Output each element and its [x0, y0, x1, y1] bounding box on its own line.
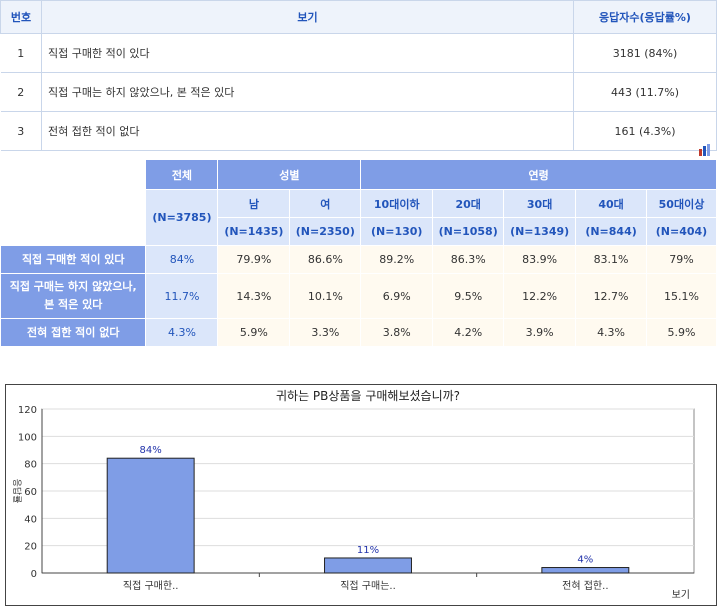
gender-header: 성별	[217, 159, 362, 190]
table-row: 2 직접 구매는 하지 않았으나, 본 적은 있다 443 (11.7%)	[0, 72, 717, 112]
col-label: 50대이상	[646, 189, 717, 218]
row-label: 직접 구매한 적이 있다	[0, 245, 147, 274]
cell: 4.2%	[432, 318, 505, 347]
row-label: 전혀 접한 적이 없다	[0, 318, 147, 347]
x-tick-label: 직접 구매는..	[340, 580, 396, 592]
y-tick-label: 40	[24, 514, 37, 525]
y-tick-label: 0	[31, 569, 37, 580]
header-num: 번호	[0, 0, 42, 34]
row-num: 3	[0, 111, 42, 151]
row-responses: 3181 (84%)	[573, 33, 717, 73]
cell: 5.9%	[646, 318, 717, 347]
chart-title: 귀하는 PB상품을 구매해보셨습니까?	[276, 389, 460, 403]
row-label: 직접 구매는 하지 않았으나, 본 적은 있다	[41, 72, 574, 112]
bar-chart-icon[interactable]	[698, 144, 712, 156]
cell: 15.1%	[646, 273, 717, 319]
cell: 3.8%	[360, 318, 434, 347]
col-n: (N=2350)	[289, 217, 362, 246]
y-tick-label: 80	[24, 460, 37, 471]
col-n: (N=1435)	[217, 217, 291, 246]
bar	[324, 557, 412, 574]
col-n: (N=130)	[360, 217, 434, 246]
y-tick-label: 20	[24, 542, 37, 553]
y-tick-label: 100	[18, 432, 37, 443]
table-row: 3 전혀 접한 적이 없다 161 (4.3%)	[0, 111, 717, 151]
col-n: (N=844)	[575, 217, 647, 246]
col-label: 30대	[503, 189, 577, 218]
x-tick-label: 전혀 접한..	[562, 580, 608, 592]
row-label: 전혀 접한 적이 없다	[41, 111, 574, 151]
data-label: 11%	[357, 545, 379, 556]
row-label: 직접 구매는 하지 않았으나, 본 적은 있다	[0, 273, 147, 319]
col-label: 40대	[575, 189, 647, 218]
col-label: 20대	[432, 189, 505, 218]
row-responses: 443 (11.7%)	[573, 72, 717, 112]
row-num: 2	[0, 72, 42, 112]
data-label: 84%	[140, 445, 162, 456]
y-tick-label: 60	[24, 487, 37, 498]
y-tick-label: 120	[18, 405, 37, 416]
table-row: 직접 구매한 적이 있다 84% 79.9% 86.6% 89.2% 86.3%…	[0, 245, 717, 274]
row-total: 4.3%	[145, 318, 219, 347]
cell: 6.9%	[360, 273, 434, 319]
cell: 12.7%	[575, 273, 647, 319]
question-table-header: 번호 보기 응답자수(응답률%)	[0, 0, 717, 34]
cell: 3.3%	[289, 318, 362, 347]
table-row: 1 직접 구매한 적이 있다 3181 (84%)	[0, 33, 717, 73]
cell: 12.2%	[503, 273, 577, 319]
cell: 5.9%	[217, 318, 291, 347]
total-header: 전체	[145, 159, 219, 190]
cell: 9.5%	[432, 273, 505, 319]
x-tick-label: 직접 구매한..	[123, 580, 179, 592]
col-n: (N=1349)	[503, 217, 577, 246]
row-label: 직접 구매한 적이 있다	[41, 33, 574, 73]
empty-corner	[0, 159, 147, 190]
cross-table: 전체 성별 연령 (N=3785) 남 여 10대이하 20대 30대 40대 …	[0, 159, 717, 347]
age-header: 연령	[360, 159, 717, 190]
total-n: (N=3785)	[145, 189, 219, 246]
header-item: 보기	[41, 0, 574, 34]
cell: 83.1%	[575, 245, 647, 274]
x-axis-label: 보기	[672, 589, 690, 601]
row-responses: 161 (4.3%)	[573, 111, 717, 151]
cell: 79%	[646, 245, 717, 274]
bar-chart: 귀하는 PB상품을 구매해보셨습니까? 0 20 40 60 80 100 120 응답률 84%…	[5, 384, 717, 606]
cell: 79.9%	[217, 245, 291, 274]
header-responses: 응답자수(응답률%)	[573, 0, 717, 34]
question-table: 번호 보기 응답자수(응답률%) 1 직접 구매한 적이 있다 3181 (84…	[0, 0, 717, 151]
table-row: 전혀 접한 적이 없다 4.3% 5.9% 3.3% 3.8% 4.2% 3.9…	[0, 318, 717, 347]
data-label: 4%	[577, 555, 593, 566]
table-row: 직접 구매는 하지 않았으나, 본 적은 있다 11.7% 14.3% 10.1…	[0, 273, 717, 319]
bar	[541, 567, 630, 574]
cell: 14.3%	[217, 273, 291, 319]
col-label: 여	[289, 189, 362, 218]
cell: 83.9%	[503, 245, 577, 274]
cell: 86.6%	[289, 245, 362, 274]
col-n: (N=1058)	[432, 217, 505, 246]
row-total: 11.7%	[145, 273, 219, 319]
cell: 3.9%	[503, 318, 577, 347]
row-num: 1	[0, 33, 42, 73]
cell: 4.3%	[575, 318, 647, 347]
col-label: 10대이하	[360, 189, 434, 218]
cell: 86.3%	[432, 245, 505, 274]
col-n: (N=404)	[646, 217, 717, 246]
y-axis-label: 응답률	[11, 479, 23, 504]
row-total: 84%	[145, 245, 219, 274]
col-label: 남	[217, 189, 291, 218]
cell: 89.2%	[360, 245, 434, 274]
cell: 10.1%	[289, 273, 362, 319]
bar	[106, 457, 195, 574]
bar-chart-svg: 귀하는 PB상품을 구매해보셨습니까? 0 20 40 60 80 100 120 응답률 84%…	[11, 389, 695, 601]
